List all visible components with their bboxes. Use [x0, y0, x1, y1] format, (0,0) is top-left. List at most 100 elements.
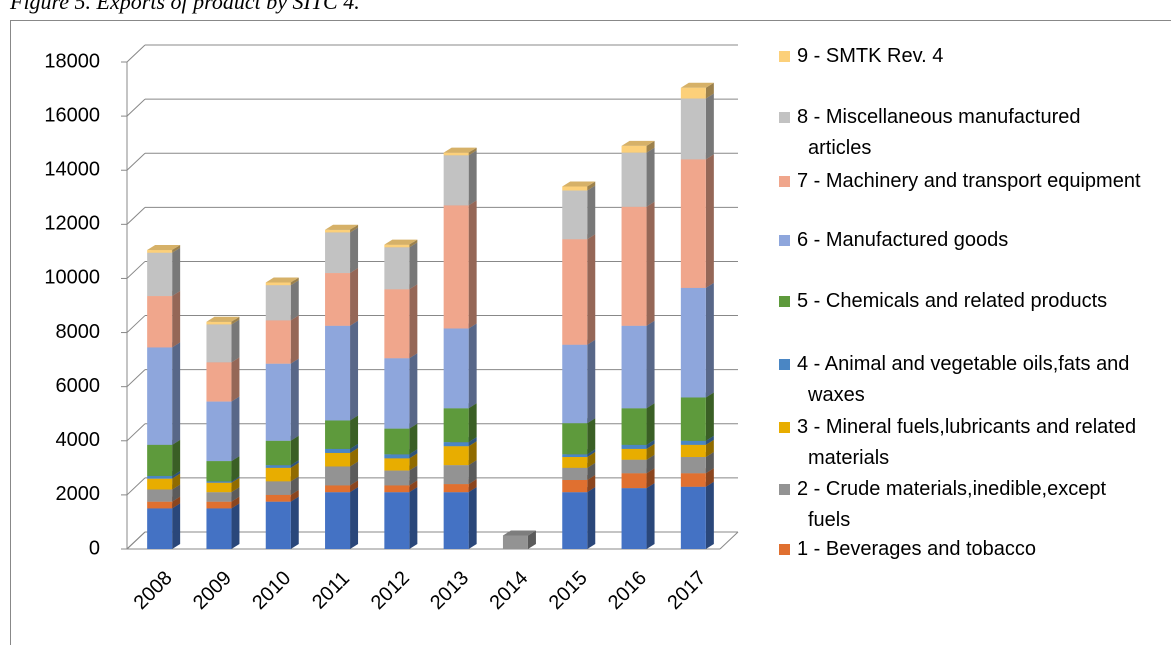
- bar-side: [705, 439, 714, 458]
- bar-front: [621, 145, 647, 153]
- legend-swatch: [779, 235, 790, 246]
- legend-swatch: [779, 484, 790, 495]
- bar: [384, 239, 418, 248]
- bar: [443, 487, 477, 549]
- bar-side: [468, 479, 477, 493]
- bar-front: [562, 239, 588, 345]
- bar: [621, 483, 655, 549]
- bar-side: [172, 245, 181, 253]
- bar-side: [468, 403, 477, 443]
- bar-side: [587, 475, 596, 493]
- y-tick-label: 8000: [56, 321, 101, 343]
- bar-front: [621, 152, 647, 207]
- x-tick-label: 2016: [604, 567, 651, 614]
- chart-title: Figure 5. Exports of product by SITC 4.: [9, 0, 360, 14]
- y-tick-label: 2000: [56, 483, 101, 505]
- bar-side: [172, 484, 181, 502]
- bar-front: [680, 159, 706, 288]
- bar-side: [231, 319, 240, 363]
- bar: [384, 284, 418, 359]
- x-tick-label: 2011: [308, 568, 354, 614]
- bar-front: [621, 444, 647, 449]
- bar-side: [172, 439, 181, 476]
- bar-front: [443, 408, 469, 443]
- bar: [265, 280, 299, 321]
- bar: [443, 200, 477, 329]
- bar: [206, 319, 240, 363]
- bar-side: [350, 443, 359, 453]
- bar-side: [172, 473, 181, 490]
- grid-line: [126, 261, 146, 279]
- bar-side: [646, 443, 655, 460]
- bar-front: [206, 324, 232, 363]
- bar-front: [147, 489, 173, 502]
- bar-front: [147, 501, 173, 509]
- bar-side: [646, 147, 655, 207]
- bar-front: [206, 461, 232, 482]
- x-tick-label: 2008: [130, 567, 177, 614]
- bar-top: [443, 147, 477, 153]
- bar: [325, 268, 359, 326]
- bar: [562, 418, 596, 455]
- bar-front: [265, 481, 291, 495]
- bar: [443, 147, 477, 156]
- bar-side: [290, 476, 299, 495]
- y-tick-label: 16000: [44, 104, 100, 126]
- grid-line: [126, 423, 146, 442]
- bar-front: [325, 452, 351, 467]
- bar-front: [206, 401, 232, 462]
- bar-side: [290, 462, 299, 482]
- bar-side: [468, 150, 477, 206]
- bar-front: [147, 508, 173, 549]
- bar-side: [705, 468, 714, 487]
- legend-swatch: [779, 422, 790, 433]
- bar: [562, 181, 596, 191]
- bar-side: [468, 437, 477, 447]
- bar-side: [409, 239, 418, 248]
- bar: [621, 201, 655, 326]
- bar-front: [325, 232, 351, 274]
- bar-front: [265, 440, 291, 466]
- legend-label: 4 - Animal and vegetable oils,fats and w…: [797, 353, 1135, 406]
- bar-front: [265, 285, 291, 321]
- bar-front: [265, 467, 291, 482]
- bar-side: [409, 449, 418, 459]
- x-tick-label: 2014: [485, 567, 532, 614]
- legend-label: 8 - Miscellaneous manufactured articles: [797, 106, 1086, 159]
- bar-side: [705, 435, 714, 445]
- bar-side: [646, 201, 655, 326]
- bar-front: [443, 442, 469, 447]
- bar: [443, 323, 477, 409]
- bar: [680, 392, 714, 441]
- bar-front: [443, 484, 469, 493]
- legend-swatch: [779, 112, 790, 123]
- bar-front: [265, 282, 291, 286]
- bar-front: [502, 535, 528, 549]
- x-tick-label: 2009: [189, 567, 236, 614]
- bar: [384, 353, 418, 429]
- bar: [147, 291, 181, 348]
- bar-front: [562, 344, 588, 424]
- bar-front: [384, 458, 410, 471]
- bar-front: [206, 481, 232, 483]
- bar-side: [646, 320, 655, 409]
- bar-side: [587, 452, 596, 468]
- bar-side: [172, 247, 181, 297]
- legend-swatch: [779, 296, 790, 307]
- bar-side: [409, 423, 418, 455]
- bar-front: [443, 155, 469, 206]
- bar-front: [325, 485, 351, 493]
- grid-line: [126, 531, 146, 550]
- bar-front: [680, 287, 706, 398]
- bar-front: [621, 408, 647, 445]
- bar: [325, 224, 359, 233]
- legend-label: 5 - Chemicals and related products: [797, 290, 1107, 312]
- grid-line: [126, 152, 146, 171]
- bar-front: [562, 454, 588, 458]
- bar-side: [646, 483, 655, 549]
- bar-front: [384, 470, 410, 486]
- bar-side: [705, 282, 714, 398]
- bar-side: [409, 242, 418, 290]
- bar-front: [265, 494, 291, 502]
